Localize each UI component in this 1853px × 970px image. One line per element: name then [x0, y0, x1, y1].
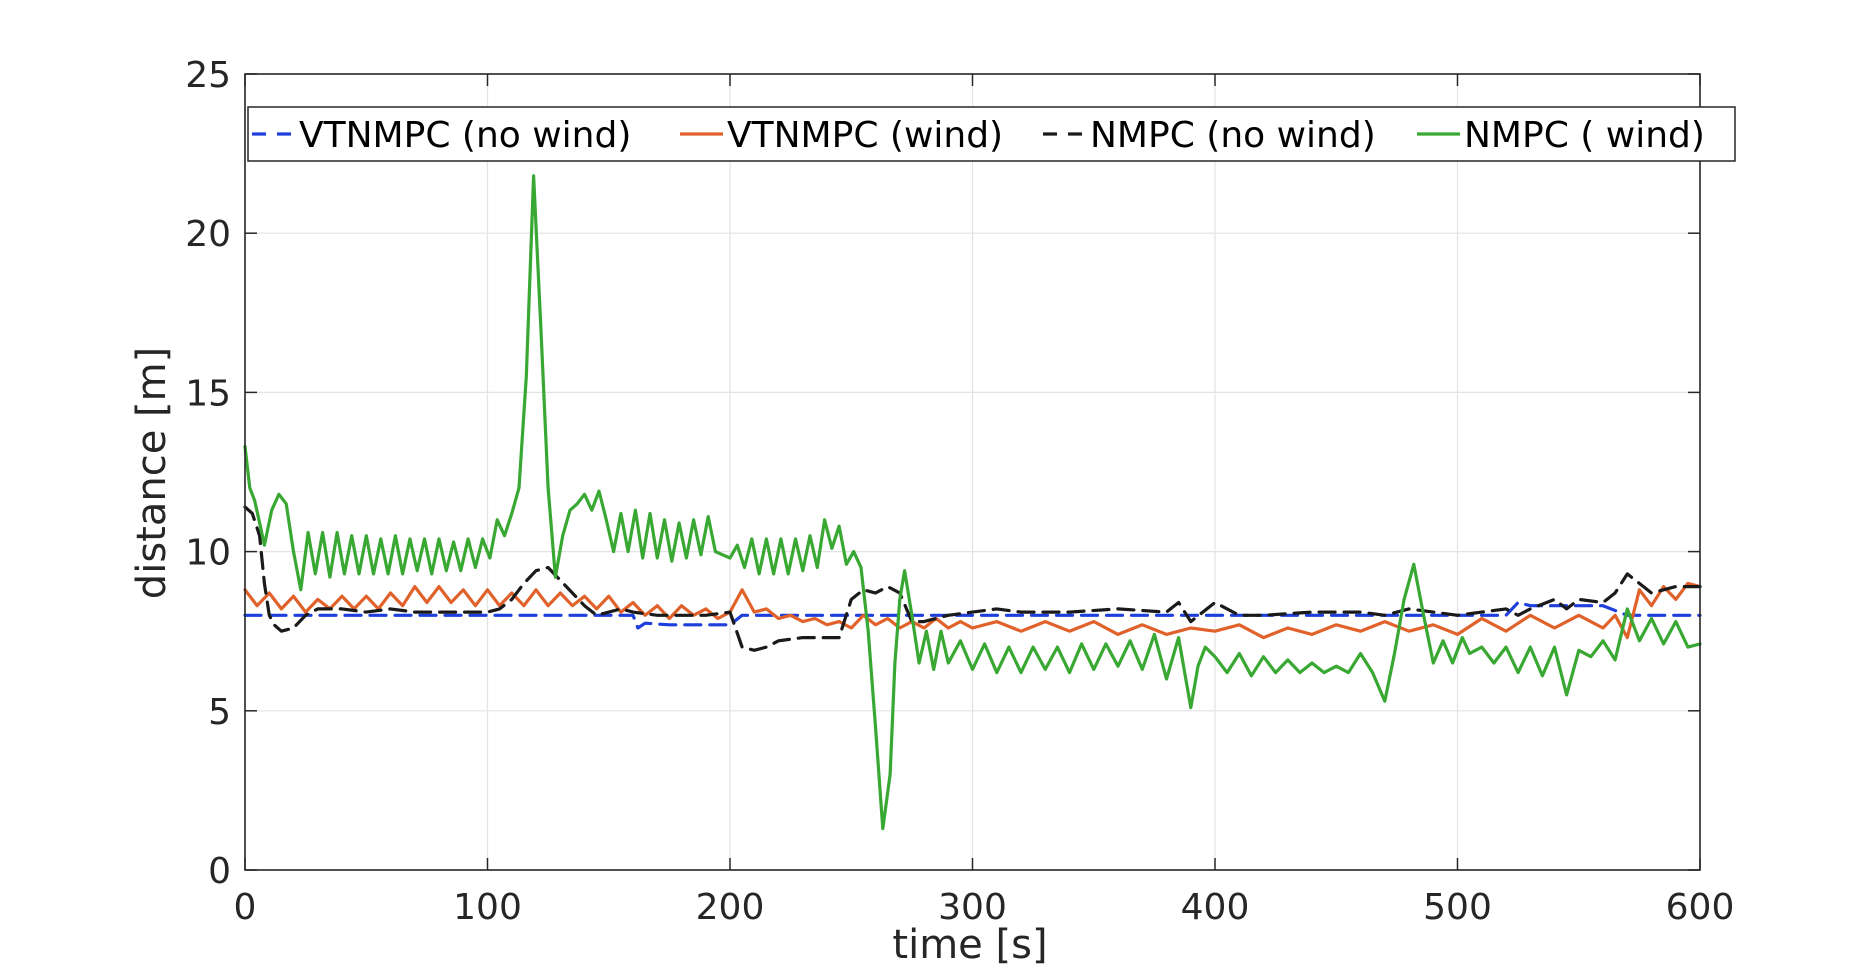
x-tick-label: 300 [938, 887, 1007, 928]
series-line-1 [243, 600, 1702, 630]
grid [244, 73, 1701, 871]
x-axis-label: time [s] [892, 922, 1047, 968]
x-tick-label: 400 [1181, 887, 1250, 928]
legend: VTNMPC (no wind) VTNMPC (wind) NMPC (no wi… [247, 106, 1736, 162]
axes: 0 100 200 300 400 500 600 0 5 10 15 20 25 [185, 55, 1734, 928]
series-lines [243, 174, 1702, 831]
x-tick-label: 600 [1666, 887, 1735, 928]
y-axis-label: distance [m] [129, 347, 175, 599]
legend-label-4: NMPC ( wind) [1464, 115, 1705, 156]
y-tick-label: 15 [185, 373, 231, 414]
y-tick-label: 10 [185, 533, 231, 574]
y-tick-label: 20 [185, 214, 231, 255]
legend-box [247, 106, 1736, 162]
legend-label-3: NMPC (no wind) [1090, 115, 1376, 156]
x-tick-label: 100 [453, 887, 522, 928]
x-tick-label: 500 [1423, 887, 1492, 928]
series-line-3 [243, 505, 1702, 652]
series-line-2 [243, 581, 1702, 640]
x-tick-label: 200 [696, 887, 765, 928]
x-tick-label: 0 [234, 887, 257, 928]
series-line-4 [243, 174, 1702, 831]
y-tick-label: 5 [208, 692, 231, 733]
y-tick-label: 0 [208, 851, 231, 892]
legend-label-1: VTNMPC (no wind) [299, 115, 631, 156]
legend-label-2: VTNMPC (wind) [727, 115, 1003, 156]
y-tick-label: 25 [185, 55, 231, 96]
